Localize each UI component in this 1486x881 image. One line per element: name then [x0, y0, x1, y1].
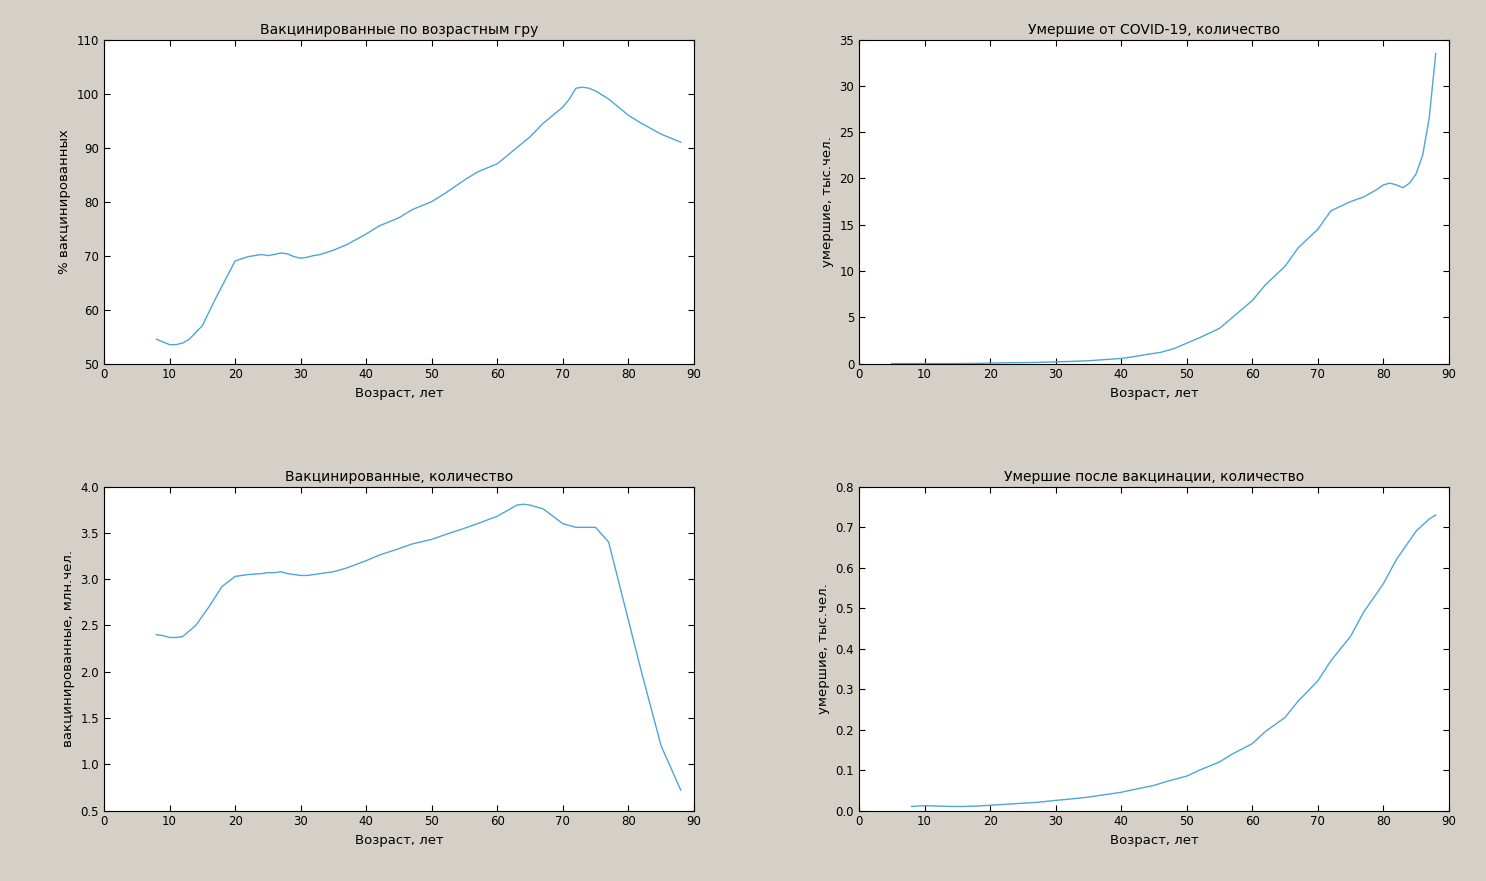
Y-axis label: умершие, тыс.чел.: умершие, тыс.чел.: [817, 583, 831, 714]
Title: Умершие от COVID-19, количество: Умершие от COVID-19, количество: [1028, 23, 1279, 37]
X-axis label: Возраст, лет: Возраст, лет: [1110, 834, 1198, 847]
X-axis label: Возраст, лет: Возраст, лет: [1110, 387, 1198, 400]
X-axis label: Возраст, лет: Возраст, лет: [355, 387, 443, 400]
Y-axis label: % вакцинированных: % вакцинированных: [58, 130, 71, 274]
Y-axis label: умершие, тыс.чел.: умершие, тыс.чел.: [820, 137, 834, 267]
Y-axis label: вакцинированные, млн.чел.: вакцинированные, млн.чел.: [62, 550, 74, 747]
Title: Вакцинированные, количество: Вакцинированные, количество: [285, 470, 513, 484]
Title: Вакцинированные по возрастным гру: Вакцинированные по возрастным гру: [260, 23, 538, 37]
X-axis label: Возраст, лет: Возраст, лет: [355, 834, 443, 847]
Title: Умершие после вакцинации, количество: Умершие после вакцинации, количество: [1005, 470, 1305, 484]
